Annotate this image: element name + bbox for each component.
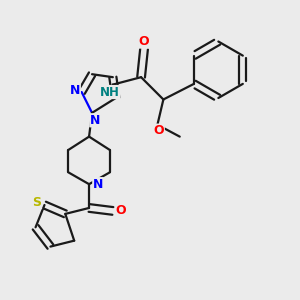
Text: S: S: [33, 196, 42, 208]
Text: N: N: [93, 178, 103, 191]
Text: O: O: [154, 124, 164, 137]
Text: O: O: [116, 204, 127, 218]
Text: O: O: [139, 35, 149, 48]
Text: NH: NH: [100, 85, 120, 98]
Text: N: N: [90, 114, 100, 127]
Text: N: N: [70, 84, 80, 97]
